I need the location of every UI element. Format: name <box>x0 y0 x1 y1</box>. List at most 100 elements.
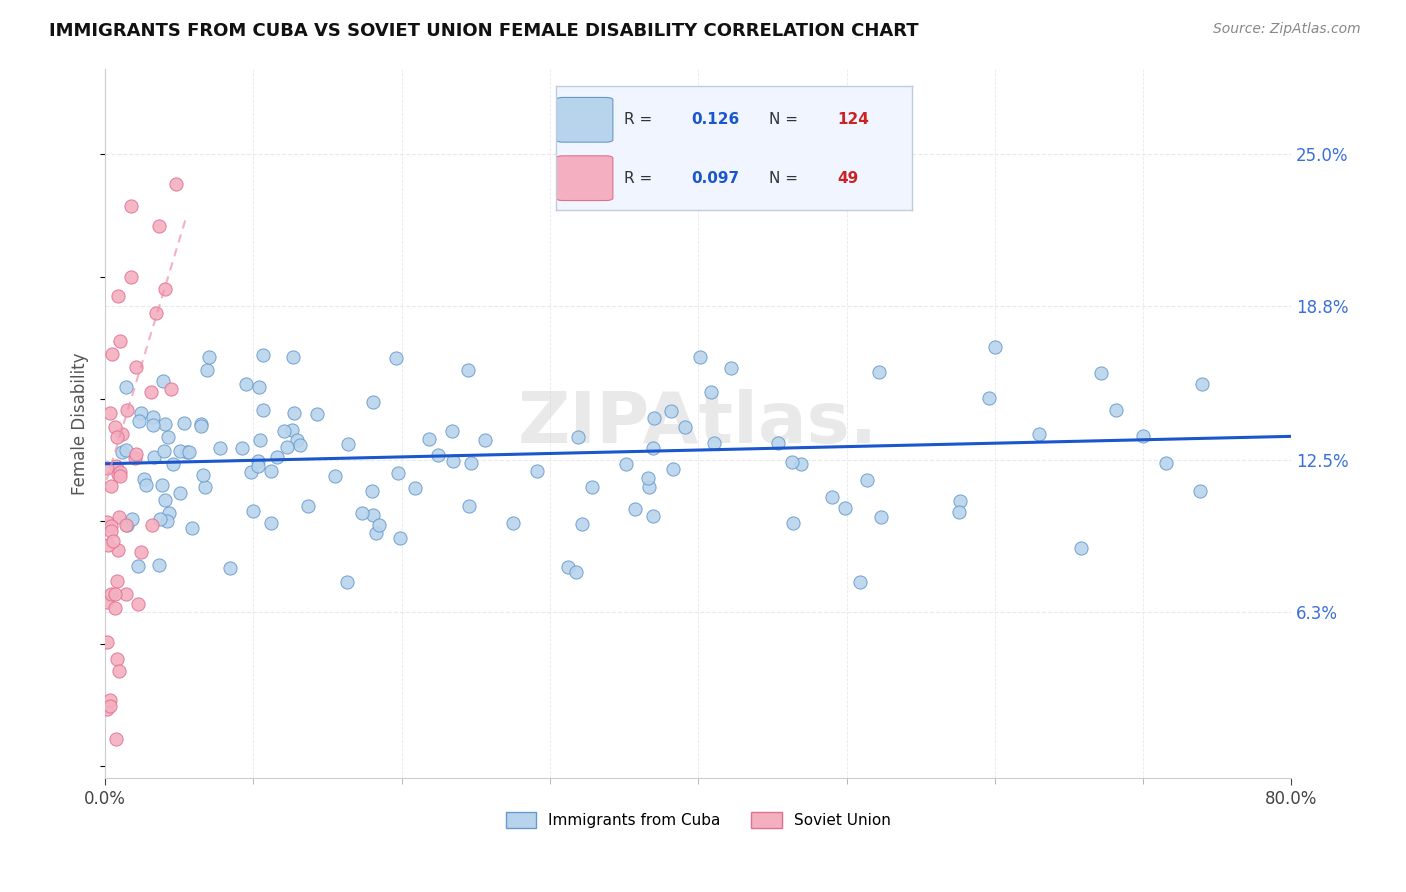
Point <box>239 465 262 479</box>
Point <box>98 699 121 714</box>
Point <box>111 445 134 459</box>
Point <box>100 587 122 601</box>
Point <box>108 664 131 678</box>
Point <box>260 516 283 530</box>
Point <box>780 455 803 469</box>
Point <box>385 351 408 365</box>
Point <box>673 419 696 434</box>
Point <box>142 410 165 425</box>
Point <box>441 454 464 468</box>
Point <box>179 444 201 458</box>
Point <box>152 374 174 388</box>
Point <box>190 419 212 434</box>
Point <box>101 533 124 548</box>
Point <box>659 404 682 418</box>
Point <box>564 565 586 579</box>
Point <box>100 519 122 533</box>
Point <box>638 480 661 494</box>
Point <box>105 430 128 444</box>
Point <box>173 416 195 430</box>
Point <box>834 501 856 516</box>
Point <box>441 424 464 438</box>
Point <box>363 508 385 522</box>
Point <box>157 506 180 520</box>
Point <box>571 516 593 531</box>
Point <box>104 459 127 474</box>
Point <box>637 471 659 485</box>
Point <box>249 434 271 448</box>
Point <box>790 457 813 471</box>
Point <box>105 574 128 588</box>
Point <box>662 461 685 475</box>
Point <box>280 423 302 437</box>
Point <box>149 512 172 526</box>
Point <box>689 350 711 364</box>
Point <box>190 417 212 431</box>
Point <box>135 478 157 492</box>
Point <box>100 479 122 493</box>
Point <box>288 438 311 452</box>
Point <box>703 436 725 450</box>
Point <box>870 510 893 524</box>
Point <box>458 499 481 513</box>
Point <box>100 347 122 361</box>
Point <box>104 420 127 434</box>
Point <box>699 385 721 400</box>
Point <box>153 493 176 508</box>
Point <box>97 538 120 552</box>
Point <box>142 417 165 432</box>
Point <box>242 504 264 518</box>
Point <box>176 445 198 459</box>
Point <box>283 406 305 420</box>
Point <box>121 511 143 525</box>
Point <box>297 499 319 513</box>
Text: IMMIGRANTS FROM CUBA VS SOVIET UNION FEMALE DISABILITY CORRELATION CHART: IMMIGRANTS FROM CUBA VS SOVIET UNION FEM… <box>49 22 920 40</box>
Point <box>404 481 426 495</box>
Point <box>153 417 176 432</box>
Point <box>949 494 972 508</box>
Point <box>115 517 138 532</box>
Point <box>132 472 155 486</box>
Point <box>247 458 270 473</box>
Point <box>948 505 970 519</box>
Point <box>107 467 129 481</box>
Point <box>526 464 548 478</box>
Point <box>868 365 890 379</box>
Point <box>141 517 163 532</box>
Point <box>336 574 359 589</box>
Point <box>115 517 138 532</box>
Point <box>195 363 218 377</box>
Point <box>96 702 118 716</box>
Point <box>150 478 173 492</box>
Point <box>193 480 215 494</box>
Point <box>120 199 142 213</box>
Legend: Immigrants from Cuba, Soviet Union: Immigrants from Cuba, Soviet Union <box>499 806 897 834</box>
Point <box>145 306 167 320</box>
Point <box>418 432 440 446</box>
Point <box>325 469 347 483</box>
Text: Source: ZipAtlas.com: Source: ZipAtlas.com <box>1213 22 1361 37</box>
Point <box>614 457 637 471</box>
Point <box>1028 426 1050 441</box>
Point <box>1156 457 1178 471</box>
Point <box>567 430 589 444</box>
Point <box>148 219 170 233</box>
Point <box>108 468 131 483</box>
Point <box>641 508 664 523</box>
Point <box>100 524 122 538</box>
Point <box>169 443 191 458</box>
Point <box>124 447 146 461</box>
Point <box>252 403 274 417</box>
Point <box>266 450 288 464</box>
Point <box>285 433 308 447</box>
Point <box>165 177 187 191</box>
Point <box>98 693 121 707</box>
Point <box>107 289 129 303</box>
Point <box>977 392 1000 406</box>
Point <box>104 587 127 601</box>
Point <box>114 587 136 601</box>
Point <box>104 601 127 615</box>
Point <box>96 461 118 475</box>
Point <box>155 514 177 528</box>
Point <box>162 458 184 472</box>
